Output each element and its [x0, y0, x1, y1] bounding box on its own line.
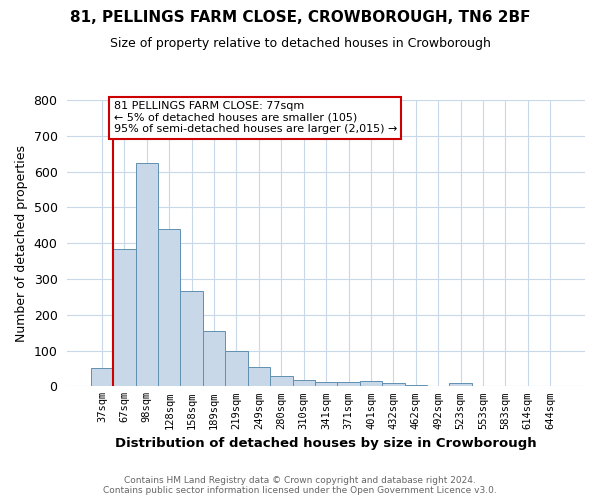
Bar: [337, 382, 360, 386]
Text: Contains HM Land Registry data © Crown copyright and database right 2024.
Contai: Contains HM Land Registry data © Crown c…: [103, 476, 497, 495]
Bar: [181, 292, 203, 386]
Bar: [270, 376, 293, 386]
Bar: [136, 162, 158, 386]
X-axis label: Distribution of detached houses by size in Crowborough: Distribution of detached houses by size …: [115, 437, 537, 450]
Bar: [404, 384, 427, 386]
Bar: [315, 382, 337, 386]
Text: 81 PELLINGS FARM CLOSE: 77sqm
← 5% of detached houses are smaller (105)
95% of s: 81 PELLINGS FARM CLOSE: 77sqm ← 5% of de…: [113, 101, 397, 134]
Bar: [158, 229, 181, 386]
Text: 81, PELLINGS FARM CLOSE, CROWBOROUGH, TN6 2BF: 81, PELLINGS FARM CLOSE, CROWBOROUGH, TN…: [70, 10, 530, 25]
Bar: [113, 248, 136, 386]
Bar: [382, 384, 404, 386]
Text: Size of property relative to detached houses in Crowborough: Size of property relative to detached ho…: [110, 38, 490, 51]
Y-axis label: Number of detached properties: Number of detached properties: [15, 144, 28, 342]
Bar: [449, 384, 472, 386]
Bar: [360, 381, 382, 386]
Bar: [225, 350, 248, 386]
Bar: [91, 368, 113, 386]
Bar: [203, 331, 225, 386]
Bar: [248, 366, 270, 386]
Bar: [293, 380, 315, 386]
